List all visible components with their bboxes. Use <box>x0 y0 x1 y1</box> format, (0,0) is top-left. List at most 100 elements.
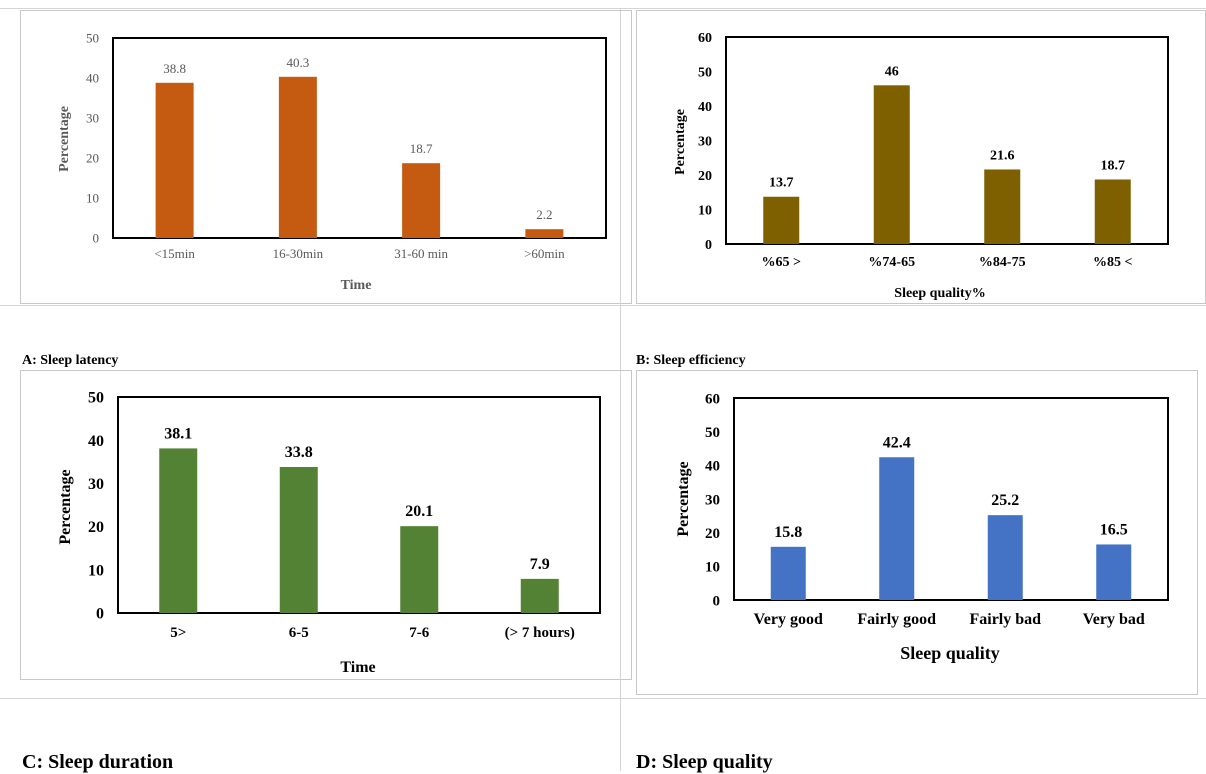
chart-d-y-tick-label: 50 <box>705 425 720 441</box>
chart-d-y-axis-title: Percentage <box>675 461 692 536</box>
chart-d-bar <box>1096 544 1132 600</box>
chart-c-x-axis-title: Time <box>340 659 375 676</box>
chart-c-bar <box>400 526 439 613</box>
chart-b-bar <box>1094 179 1131 244</box>
chart-b-y-tick-label: 40 <box>698 100 712 115</box>
chart-a: 0 10 20 30 40 50 38.8 40.3 18.7 2.2 <15min 16-30m… <box>57 31 607 293</box>
chart-c-y-ticks: 0 10 20 30 40 50 <box>88 390 104 623</box>
chart-d-bars <box>770 457 1132 600</box>
chart-a-bar <box>525 229 564 238</box>
chart-c-bar <box>520 578 559 613</box>
chart-b-data-label: 13.7 <box>769 176 794 191</box>
chart-a-x-ticks: <15min 16-30min 31-60 min >60min <box>154 246 565 261</box>
chart-b-x-tick-label: %74-65 <box>868 255 915 270</box>
chart-a-x-tick-label: 31-60 min <box>394 246 448 261</box>
chart-b-y-tick-label: 30 <box>698 134 712 149</box>
chart-b-bar <box>873 85 910 244</box>
chart-c-data-label: 38.1 <box>164 425 192 442</box>
chart-b-y-axis-title: Percentage <box>673 109 688 175</box>
panel-a-frame <box>20 10 632 304</box>
chart-c-bars <box>159 448 559 613</box>
chart-a-y-tick-label: 50 <box>86 31 99 46</box>
chart-c-x-tick-label: 7-6 <box>409 625 429 641</box>
chart-b-y-ticks: 0 10 20 30 40 50 60 <box>698 31 712 253</box>
chart-b-x-ticks: %65 > %74-65 %84-75 %85 < <box>762 255 1133 270</box>
chart-b-y-tick-label: 10 <box>698 203 712 218</box>
chart-c-y-axis-title: Percentage <box>57 469 74 544</box>
chart-b-plot-area <box>725 36 1169 245</box>
chart-a-bar <box>278 76 317 238</box>
chart-d-x-tick-label: Fairly good <box>857 611 936 628</box>
chart-a-data-label: 40.3 <box>287 55 310 70</box>
chart-a-plot-area <box>112 37 607 239</box>
chart-d-x-tick-label: Fairly bad <box>969 611 1041 628</box>
chart-a-x-tick-label: 16-30min <box>273 246 324 261</box>
chart-c-value-labels: 38.1 33.8 20.1 7.9 <box>164 425 550 572</box>
chart-c-data-label: 7.9 <box>530 556 550 573</box>
chart-c-data-label: 20.1 <box>405 503 433 520</box>
chart-b-bars <box>763 85 1131 244</box>
chart-d-data-label: 15.8 <box>774 524 802 541</box>
chart-b-bar <box>763 196 800 244</box>
chart-a-bar <box>155 82 194 238</box>
chart-c-bar <box>279 466 318 613</box>
chart-a-x-axis-title: Time <box>341 278 372 293</box>
table-rule-row-1 <box>0 305 1206 306</box>
chart-d-data-label: 25.2 <box>991 492 1019 509</box>
chart-b-data-label: 46 <box>885 64 899 79</box>
chart-c-y-tick-label: 30 <box>88 476 104 493</box>
chart-b: 0 10 20 30 40 50 60 13.7 46 21.6 18.7 %65 > %74-65… <box>673 31 1169 301</box>
chart-d-y-tick-label: 0 <box>713 593 721 609</box>
caption-sleep-efficiency: B: Sleep efficiency <box>636 353 746 368</box>
chart-c-y-tick-label: 10 <box>88 562 104 579</box>
chart-d-value-labels: 15.8 42.4 25.2 16.5 <box>774 434 1128 541</box>
chart-a-bar <box>402 163 441 238</box>
chart-d-y-tick-label: 10 <box>705 560 720 576</box>
chart-d-bar <box>987 515 1023 600</box>
chart-d-data-label: 42.4 <box>883 434 911 451</box>
chart-d-x-tick-label: Very good <box>754 611 823 628</box>
chart-a-data-label: 38.8 <box>163 61 186 76</box>
chart-b-y-tick-label: 20 <box>698 169 712 184</box>
chart-d: 0 10 20 30 40 50 60 15.8 42.4 25.2 16.5 Very good… <box>675 391 1169 663</box>
chart-b-y-tick-label: 0 <box>705 238 712 253</box>
chart-b-data-label: 21.6 <box>990 148 1015 163</box>
chart-a-data-label: 2.2 <box>536 207 552 222</box>
chart-b-x-tick-label: %84-75 <box>979 255 1026 270</box>
chart-d-x-ticks: Very good Fairly good Fairly bad Very bad <box>754 611 1145 628</box>
chart-d-y-tick-label: 20 <box>705 526 720 542</box>
chart-a-y-tick-label: 0 <box>93 231 100 246</box>
chart-d-x-tick-label: Very bad <box>1083 611 1145 628</box>
chart-a-y-ticks: 0 10 20 30 40 50 <box>86 31 99 246</box>
chart-d-bar <box>770 546 806 600</box>
chart-a-y-tick-label: 30 <box>86 111 99 126</box>
chart-d-bar <box>879 457 915 600</box>
chart-d-data-label: 16.5 <box>1100 521 1128 538</box>
chart-d-x-axis-title: Sleep quality <box>900 643 1000 663</box>
chart-b-y-tick-label: 60 <box>698 31 712 46</box>
chart-d-y-tick-label: 40 <box>705 459 720 475</box>
chart-c-x-tick-label: (> 7 hours) <box>505 625 575 641</box>
chart-c-y-tick-label: 0 <box>96 606 104 623</box>
chart-b-data-label: 18.7 <box>1101 158 1126 173</box>
chart-b-bar <box>984 169 1021 244</box>
chart-c-y-tick-label: 20 <box>88 519 104 536</box>
panel-c-frame <box>20 370 632 680</box>
chart-c-bar <box>159 448 198 613</box>
chart-b-x-axis-title: Sleep quality% <box>894 286 985 301</box>
caption-sleep-duration: C: Sleep duration <box>22 751 174 773</box>
chart-d-plot-area <box>733 397 1169 601</box>
table-rule-row-2 <box>0 698 1206 699</box>
chart-d-y-tick-label: 30 <box>705 492 720 508</box>
chart-d-y-tick-label: 60 <box>705 391 720 407</box>
chart-a-value-labels: 38.8 40.3 18.7 2.2 <box>163 55 552 222</box>
chart-b-x-tick-label: %65 > <box>762 255 802 270</box>
chart-a-data-label: 18.7 <box>410 141 433 156</box>
table-rule-top <box>0 8 1206 9</box>
chart-c-plot-area <box>117 396 601 614</box>
chart-b-value-labels: 13.7 46 21.6 18.7 <box>769 64 1125 190</box>
panel-d-frame <box>636 370 1198 695</box>
chart-a-y-tick-label: 40 <box>86 71 99 86</box>
chart-a-y-axis-title: Percentage <box>57 106 72 172</box>
